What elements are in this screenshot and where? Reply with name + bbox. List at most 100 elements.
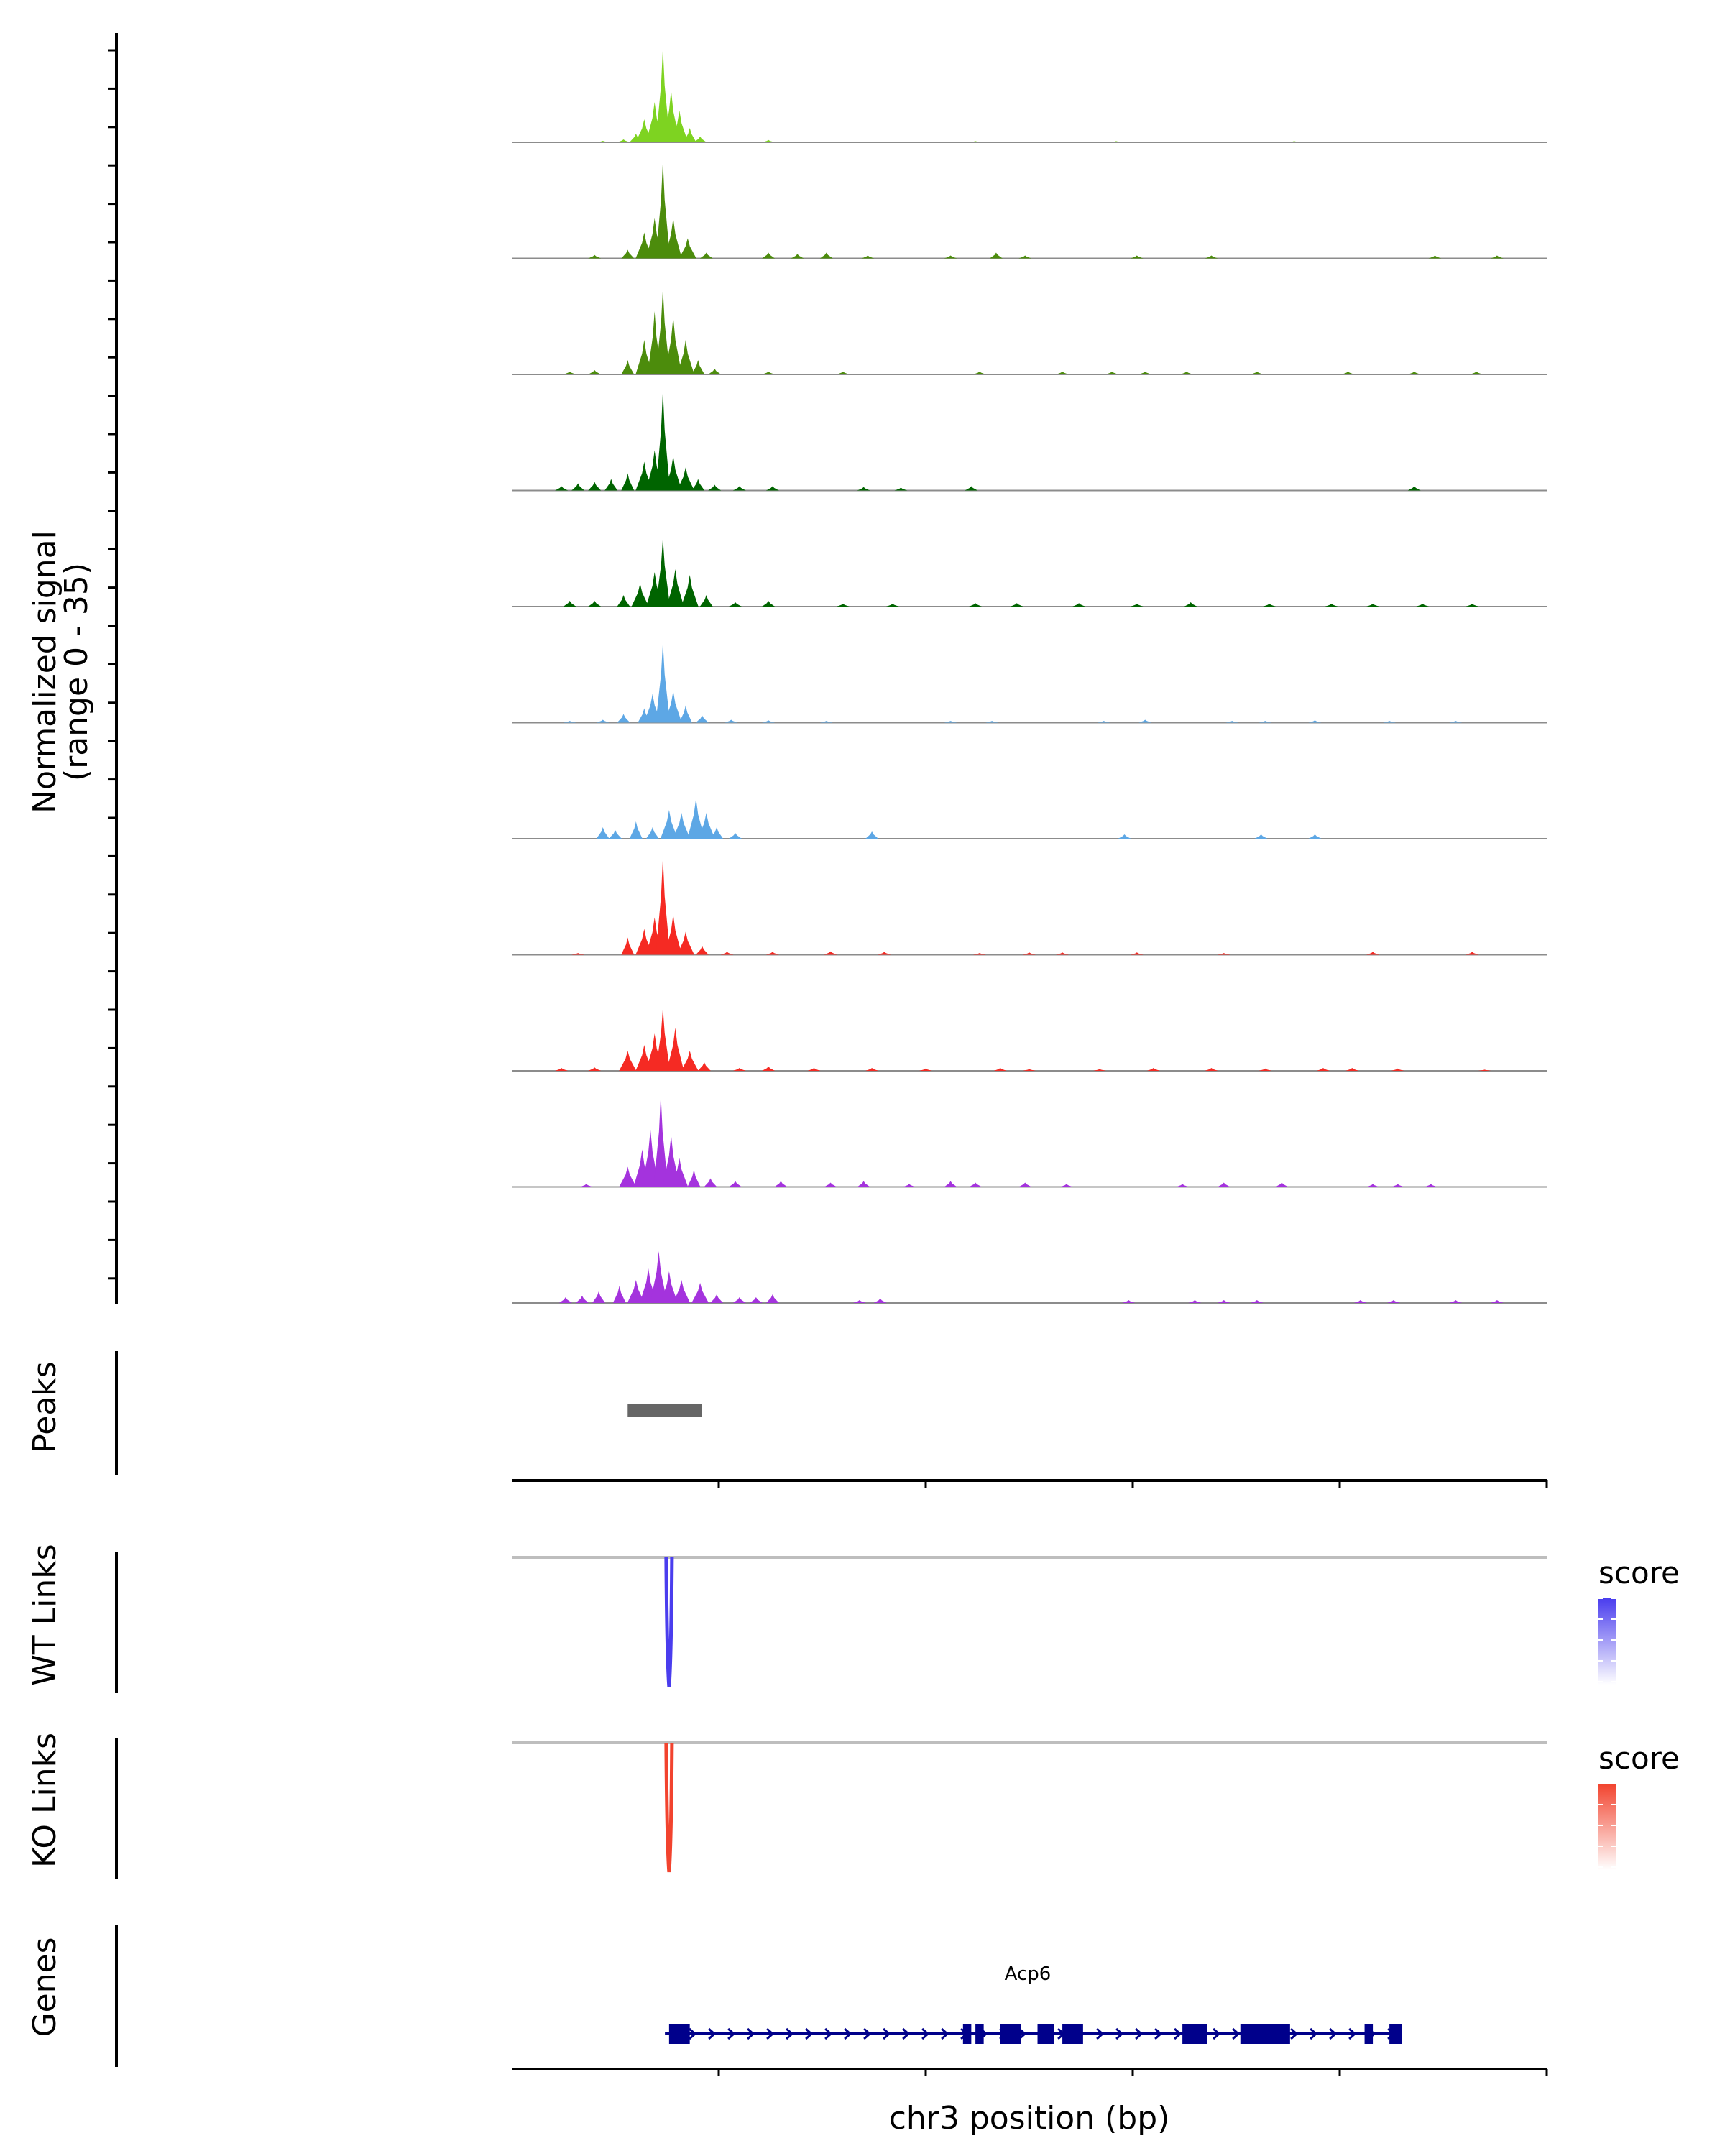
coverage-peak	[989, 252, 1003, 259]
coverage-peak	[1316, 1068, 1330, 1071]
coverage-peak	[1275, 1182, 1289, 1187]
coverage-peak	[729, 602, 742, 607]
gene-exon	[1000, 2024, 1021, 2044]
gene-exon	[962, 2024, 972, 2044]
coverage-peak	[836, 372, 850, 374]
coverage-peak	[664, 691, 682, 723]
gene-exon	[1037, 2024, 1054, 2044]
coverage-peak	[836, 604, 850, 607]
coverage-peak	[824, 951, 837, 955]
coverage-peak	[819, 721, 833, 723]
coverage-peak	[1308, 720, 1322, 723]
coverage-peak	[985, 721, 999, 723]
coverage-peak	[1325, 604, 1338, 607]
coverage-peak	[596, 827, 610, 839]
x-axis-bottom	[512, 2068, 1548, 2076]
coverage-peak	[1259, 721, 1272, 723]
coverage-peak	[732, 1068, 746, 1071]
strand-chevron	[747, 2027, 755, 2040]
coverage-peak	[852, 1300, 866, 1303]
coverage-peak	[697, 1062, 711, 1071]
coverage-peak	[765, 1294, 779, 1303]
coverage-peak	[571, 953, 585, 955]
ko-links-track	[115, 1738, 1616, 1879]
strand-chevron	[1096, 2027, 1105, 2040]
coverage-peak	[656, 642, 671, 723]
coverage-peak	[617, 595, 630, 607]
coverage-peak	[865, 831, 879, 839]
coverage-peak	[656, 390, 671, 491]
coverage-peak	[697, 813, 715, 839]
coverage-peak	[676, 340, 694, 374]
coverage-peak	[683, 128, 696, 142]
strand-chevron	[1135, 2027, 1144, 2040]
strand-chevron	[1232, 2027, 1241, 2040]
coverage-peak	[704, 1178, 717, 1187]
links-tracks	[115, 1552, 1616, 1879]
coverage-peak	[695, 946, 709, 955]
strand-chevron	[766, 2027, 775, 2040]
coverage-peak	[1366, 952, 1380, 955]
coverage-peak	[1346, 1068, 1359, 1071]
gene-exon	[975, 2024, 984, 2044]
coverage-peak	[878, 952, 891, 955]
gene-exon	[1062, 2024, 1083, 2044]
coverage-peak	[710, 827, 724, 839]
coverage-peak	[972, 953, 986, 955]
strand-chevron	[921, 2027, 930, 2040]
coverage-peak	[699, 252, 713, 259]
coverage-peak	[664, 456, 682, 491]
coverage-peak	[1353, 1300, 1367, 1303]
coverage-peak	[650, 1251, 668, 1303]
coverage-peak	[1250, 1300, 1264, 1303]
peak-region	[627, 1404, 702, 1417]
coverage-track-cko-inhba-dermal-papilla	[512, 798, 1547, 839]
coverage-track-cko-dlk1-reticular	[512, 1008, 1547, 1072]
coverage-peak	[691, 479, 705, 491]
coverage-peak	[681, 575, 699, 607]
coverage-peak	[944, 721, 957, 723]
coverage-tracks	[108, 33, 1547, 1304]
coverage-peak	[596, 141, 610, 142]
coverage-peak	[660, 1271, 678, 1303]
strand-chevron	[844, 2027, 852, 2040]
coverage-peak	[972, 372, 986, 374]
coverage-peak	[1250, 372, 1264, 374]
coverage-peak	[666, 569, 684, 607]
coverage-peak	[762, 252, 776, 259]
coverage-peak	[732, 1297, 746, 1303]
coverage-peak	[1470, 372, 1484, 374]
coverage-peak	[653, 1095, 668, 1187]
coverage-peak	[617, 139, 630, 142]
coverage-track-cko-tagln-papillary	[512, 538, 1547, 607]
wt-links-legend-bar	[1598, 1598, 1616, 1685]
strand-chevron	[1116, 2027, 1124, 2040]
coverage-peak	[635, 340, 653, 374]
gene-exon	[1389, 2024, 1402, 2044]
coverage-peak	[1478, 1069, 1491, 1071]
coverage-peak	[857, 1181, 870, 1187]
coverage-peak	[765, 952, 779, 955]
coverage-peak	[619, 1166, 637, 1187]
coverage-peak	[656, 160, 671, 259]
coverage-track-wt-inhba-dermal-papilla	[512, 642, 1547, 724]
coverage-peak	[762, 139, 776, 142]
coverage-peak	[894, 487, 908, 491]
coverage-peak	[621, 937, 635, 955]
coverage-peak	[710, 1294, 724, 1303]
coverage-peak	[969, 1182, 983, 1187]
coverage-peak	[1391, 1068, 1404, 1071]
gene-exon	[1240, 2024, 1290, 2044]
strand-chevron	[1348, 2027, 1357, 2040]
x-axis-title: chr3 position (bp)	[889, 2100, 1170, 2137]
coverage-peak	[1072, 603, 1086, 607]
coverage-peak	[1407, 486, 1421, 491]
ko-links-legend-bar	[1598, 1784, 1616, 1870]
coverage-peak	[1449, 721, 1463, 723]
coverage-peak	[673, 1280, 691, 1303]
coverage-peak	[1018, 255, 1032, 259]
coverage-peak	[588, 370, 602, 374]
coverage-peak	[664, 317, 682, 374]
x-axis-top	[512, 1479, 1548, 1488]
